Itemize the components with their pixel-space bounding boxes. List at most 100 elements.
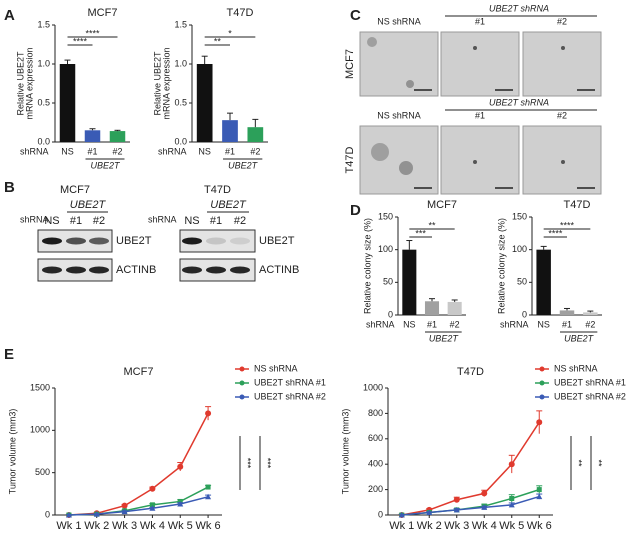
point xyxy=(205,484,211,490)
x-tick-label: #1 xyxy=(87,146,97,156)
y-tick-label: 1000 xyxy=(363,382,383,392)
sig-label: *** xyxy=(415,228,426,238)
y-axis-label: Relative colony size (%) xyxy=(496,218,506,314)
group-label: UBE2T xyxy=(70,199,107,211)
point xyxy=(93,511,100,517)
y-tick-label: 100 xyxy=(378,244,393,254)
legend-label: UBE2T shRNA #1 xyxy=(254,377,326,387)
colony xyxy=(367,37,377,47)
band-label: ACTINB xyxy=(116,264,156,276)
y-tick-label: 0 xyxy=(378,509,383,519)
y-tick-label: 150 xyxy=(378,211,393,221)
point xyxy=(205,410,212,417)
legend-label: NS shRNA xyxy=(554,363,598,373)
band xyxy=(206,266,226,274)
x-tick-label: Wk 1 xyxy=(389,520,414,532)
panel-label: C xyxy=(350,7,361,24)
group-label: UBE2T xyxy=(429,333,460,343)
colony xyxy=(399,161,413,175)
bar xyxy=(447,301,462,315)
x-tick-label: Wk 2 xyxy=(417,520,442,532)
point xyxy=(536,493,543,500)
x-tick-label: Wk 3 xyxy=(444,520,469,532)
band xyxy=(42,237,62,245)
lane-label: #2 xyxy=(93,215,105,227)
row-label: T47D xyxy=(344,146,356,173)
lane-label: NS xyxy=(44,215,59,227)
band xyxy=(230,237,250,245)
x-tick-label: Wk 1 xyxy=(56,520,81,532)
sig-label: *** xyxy=(263,458,273,469)
bar xyxy=(247,127,264,142)
y-tick-label: 100 xyxy=(512,244,527,254)
band xyxy=(89,266,109,274)
column-label: NS shRNA xyxy=(377,110,421,120)
x-tick-label: #2 xyxy=(585,319,595,329)
chart-title: MCF7 xyxy=(124,366,154,378)
chart-title: T47D xyxy=(457,366,484,378)
point xyxy=(453,496,460,503)
colony xyxy=(406,80,414,88)
row-label: shRNA xyxy=(148,214,177,224)
point xyxy=(536,487,542,493)
sig-label: * xyxy=(228,28,232,38)
legend-label: NS shRNA xyxy=(254,363,298,373)
sig-label: ** xyxy=(574,459,584,467)
y-axis-label: Tumor volume (mm3) xyxy=(340,409,350,495)
x-tick-label: Wk 5 xyxy=(499,520,524,532)
blot-title: MCF7 xyxy=(60,184,90,196)
y-tick-label: 50 xyxy=(383,277,393,287)
chart-title: MCF7 xyxy=(88,7,118,19)
row-label: shRNA xyxy=(158,146,187,156)
series-line xyxy=(68,496,209,516)
x-tick-label: Wk 5 xyxy=(168,520,193,532)
row-label: shRNA xyxy=(20,146,49,156)
y-tick-label: 0.0 xyxy=(37,136,50,146)
bar xyxy=(559,310,575,315)
bar xyxy=(402,249,417,315)
point xyxy=(481,490,488,497)
micrograph xyxy=(522,31,602,97)
column-label: #2 xyxy=(557,16,567,26)
x-tick-label: #2 xyxy=(112,146,122,156)
micrograph xyxy=(440,125,520,195)
legend-marker xyxy=(539,366,545,372)
point xyxy=(398,512,405,518)
group-label: UBE2T xyxy=(210,199,247,211)
y-tick-label: 1.5 xyxy=(174,19,187,29)
y-tick-label: 1.5 xyxy=(37,19,50,29)
legend-label: UBE2T shRNA #2 xyxy=(554,391,626,401)
x-tick-label: NS xyxy=(198,146,211,156)
chart-title: MCF7 xyxy=(427,199,457,211)
bar xyxy=(583,312,598,315)
y-tick-label: 0.5 xyxy=(37,97,50,107)
y-tick-label: 0 xyxy=(45,509,50,519)
y-tick-label: 150 xyxy=(512,211,527,221)
sig-label: ** xyxy=(428,220,436,230)
bar xyxy=(59,64,76,142)
colony xyxy=(371,143,389,161)
y-axis-label: Relative colony size (%) xyxy=(362,218,372,314)
point xyxy=(453,506,460,513)
y-tick-label: 0 xyxy=(522,309,527,319)
point xyxy=(121,508,128,515)
bar xyxy=(196,64,213,142)
panel-label: E xyxy=(4,346,14,363)
panel-label: B xyxy=(4,179,15,196)
bar xyxy=(84,130,101,142)
y-tick-label: 600 xyxy=(368,433,383,443)
x-tick-label: #1 xyxy=(427,319,437,329)
colony xyxy=(473,160,477,164)
y-axis-label: mRNA expression xyxy=(24,47,34,119)
point xyxy=(65,512,72,518)
x-tick-label: Wk 4 xyxy=(140,520,165,532)
x-tick-label: Wk 6 xyxy=(196,520,221,532)
lane-label: #2 xyxy=(234,215,246,227)
point xyxy=(205,493,212,500)
point xyxy=(508,461,515,468)
y-tick-label: 500 xyxy=(35,467,50,477)
group-label: UBE2T xyxy=(228,160,259,170)
x-tick-label: Wk 3 xyxy=(112,520,137,532)
y-tick-label: 800 xyxy=(368,408,383,418)
y-axis-label: mRNA expression xyxy=(161,47,171,119)
